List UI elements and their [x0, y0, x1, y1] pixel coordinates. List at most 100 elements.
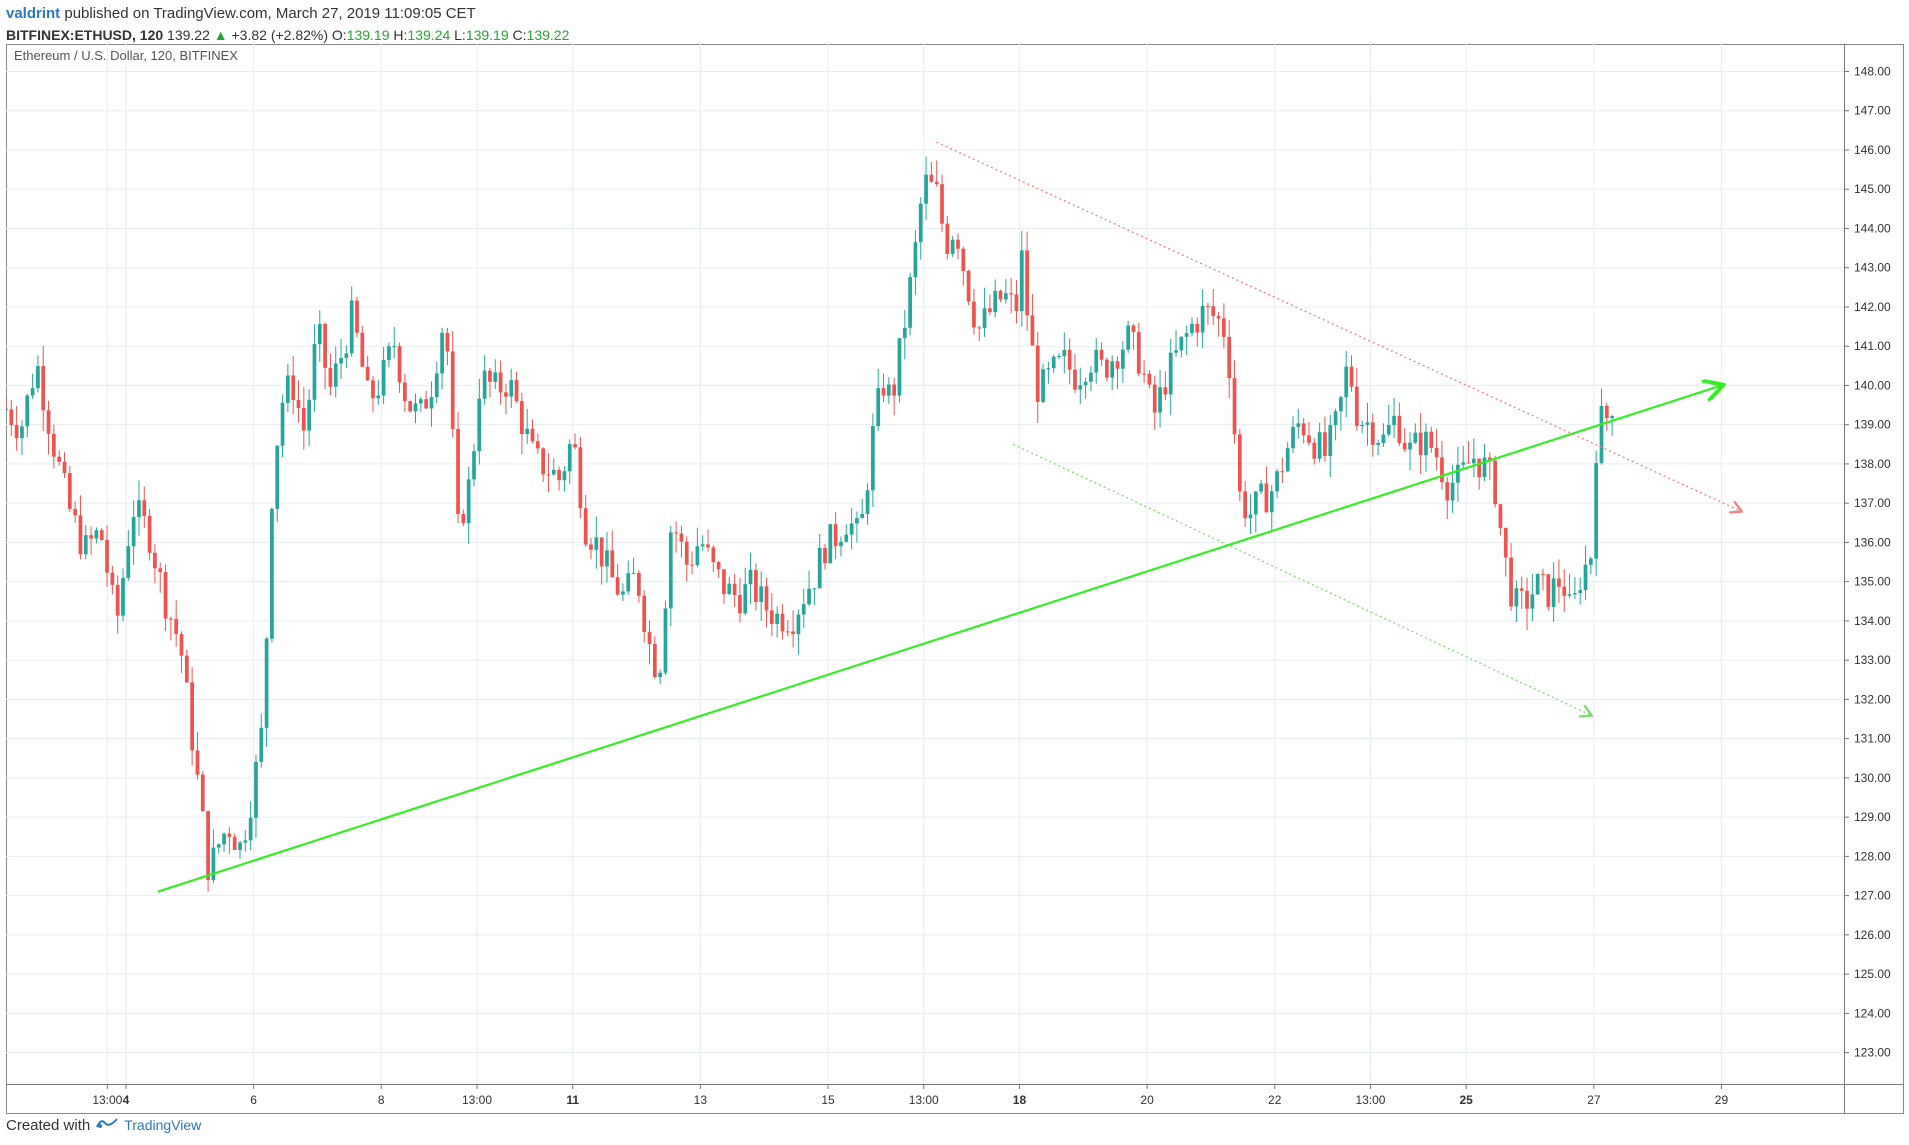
candle-body [73, 508, 77, 516]
candle-up [865, 483, 870, 525]
candle-down [1163, 371, 1168, 401]
y-tick-label: 136.00 [1854, 535, 1891, 549]
candle-up [121, 568, 125, 622]
candle-up [1275, 469, 1279, 499]
candle-up [1424, 423, 1428, 473]
candle-up [222, 832, 226, 853]
y-tick-label: 142.00 [1854, 300, 1891, 314]
candle-body [1120, 349, 1125, 369]
candle-body [450, 351, 455, 430]
y-tick-label: 141.00 [1854, 339, 1891, 353]
tradingview-logo-icon[interactable] [96, 1116, 118, 1134]
candle-body [397, 346, 402, 383]
candle-body [14, 425, 19, 439]
candle-body [434, 373, 439, 398]
candle-body [1089, 372, 1093, 382]
y-tick-label: 147.00 [1854, 104, 1891, 118]
candle-up [807, 570, 811, 607]
candle-body [1003, 293, 1008, 300]
candle-up [1381, 423, 1386, 447]
candle-down [514, 371, 519, 404]
candle-up [1408, 432, 1412, 471]
price-axis[interactable]: 123.00 124.00 125.00 126.00 127.00 128.00 129.… [1844, 64, 1891, 1060]
candle-body [307, 399, 312, 431]
candle-down [1099, 342, 1104, 366]
tradingview-brand-link[interactable]: TradingView [124, 1117, 202, 1133]
candle-body [1317, 432, 1322, 459]
candle-down [966, 269, 971, 306]
candle-up [1360, 420, 1365, 434]
y-tick-label: 146.00 [1854, 143, 1891, 157]
candle-body [264, 638, 269, 728]
candle-down [153, 544, 157, 584]
candle-up [658, 669, 663, 685]
candle-body [4, 408, 8, 410]
x-tick-label: 22 [1268, 1093, 1282, 1107]
candle-down [738, 578, 742, 623]
candle-body [1402, 442, 1407, 450]
candle-down [1445, 476, 1450, 520]
candle-down [998, 289, 1003, 303]
candle-body [966, 270, 971, 302]
candle-body [1253, 491, 1258, 515]
candle-up [264, 636, 269, 747]
candle-down [323, 322, 327, 389]
candle-up [626, 560, 631, 595]
candle-down [934, 160, 939, 187]
symbol-name: BITFINEX:ETHUSD, 120 [6, 27, 164, 43]
candle-body [1525, 590, 1529, 609]
chart-container[interactable]: Ethereum / U.S. Dollar, 120, BITFINEX 12… [4, 44, 1904, 1114]
candle-up [126, 530, 131, 581]
candle-body [1339, 397, 1343, 412]
candle-down [940, 174, 944, 232]
candle-down [408, 400, 413, 413]
candle-down [1035, 331, 1040, 424]
candle-down [73, 501, 77, 523]
candle-body [78, 515, 83, 555]
candle-body [897, 338, 902, 396]
time-axis[interactable]: 13:00 4 6 8 13:00 11 13 15 13:00 18 20 22 13:00 25 27 2… [92, 1084, 1728, 1107]
candle-body [1370, 422, 1375, 445]
candle-body [1344, 366, 1349, 398]
candle-body [1354, 386, 1359, 427]
y-tick-label: 125.00 [1854, 967, 1891, 981]
candle-body [514, 380, 519, 402]
x-tick-label: 8 [378, 1093, 385, 1107]
candle-body [147, 515, 152, 553]
candle-body [902, 327, 907, 339]
candle-down [200, 770, 205, 812]
candle-up [1535, 573, 1540, 596]
candle-body [706, 544, 710, 548]
candle-body [41, 366, 46, 411]
candle-body [291, 375, 296, 401]
x-tick-label: 11 [566, 1093, 579, 1107]
candle-up [1583, 545, 1588, 601]
price-chart[interactable]: Ethereum / U.S. Dollar, 120, BITFINEX 12… [4, 44, 1904, 1114]
candle-body [1599, 406, 1604, 464]
candle-down [4, 396, 8, 412]
candle-body [626, 573, 631, 592]
candle-body [429, 397, 434, 409]
candle-body [1094, 349, 1099, 373]
candle-up [36, 355, 40, 392]
y-tick-label: 129.00 [1854, 810, 1891, 824]
candle-body [610, 550, 615, 578]
candle-body [1200, 305, 1205, 333]
candle-body [355, 300, 359, 333]
candle-body [732, 583, 737, 595]
published-text: published on TradingView.com, March 27, … [64, 5, 476, 22]
candle-body [440, 332, 444, 374]
candle-down [328, 353, 333, 396]
candle-down [589, 537, 593, 560]
candle-up [812, 588, 817, 605]
candle-body [844, 534, 849, 542]
candle-up [1269, 484, 1274, 533]
candle-down [46, 400, 51, 455]
author-link[interactable]: valdrint [6, 5, 61, 22]
candle-down [52, 424, 56, 469]
candle-body [89, 535, 93, 539]
candle-body [1030, 315, 1035, 346]
x-tick-label: 25 [1460, 1093, 1474, 1107]
candle-body [1418, 432, 1423, 456]
candle-down [1073, 353, 1077, 393]
